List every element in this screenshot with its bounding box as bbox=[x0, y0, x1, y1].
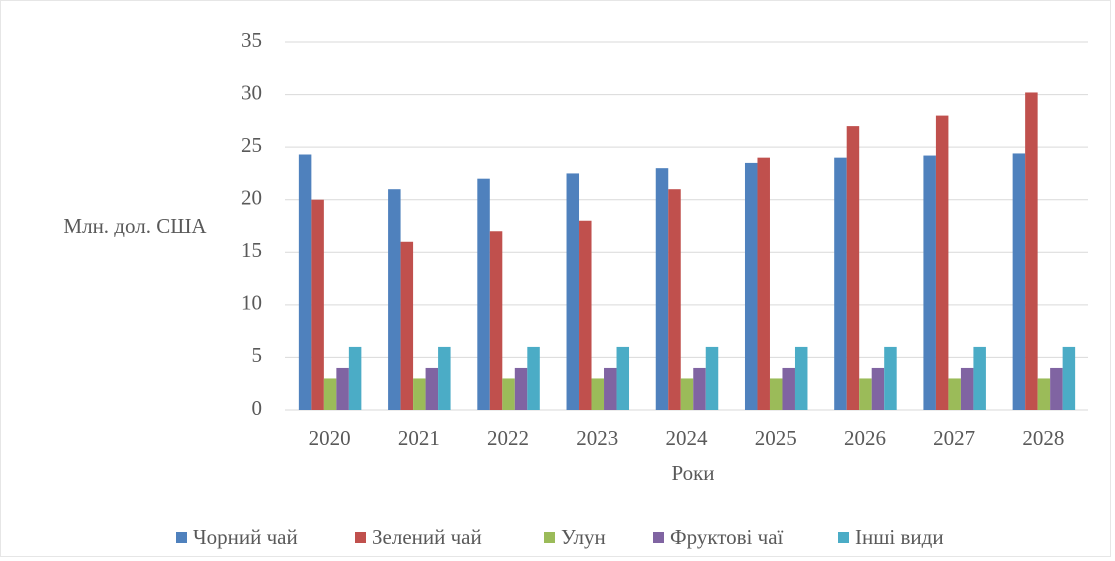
bar bbox=[960, 367, 974, 410]
bar bbox=[323, 378, 337, 410]
legend-label: Фруктові чаї bbox=[670, 525, 784, 549]
bar bbox=[348, 346, 362, 410]
legend-label: Улун bbox=[561, 525, 606, 549]
y-tick-label: 5 bbox=[252, 343, 263, 367]
bar bbox=[477, 178, 490, 410]
bar bbox=[834, 157, 847, 410]
legend-swatch bbox=[176, 532, 187, 543]
x-tick-label: 2024 bbox=[666, 426, 709, 450]
bar bbox=[693, 367, 706, 410]
bar bbox=[438, 346, 451, 410]
bar bbox=[744, 162, 758, 410]
x-tick-label: 2027 bbox=[933, 426, 975, 450]
bar bbox=[655, 168, 669, 410]
x-axis-label: Роки bbox=[671, 461, 714, 485]
x-tick-label: 2020 bbox=[309, 426, 351, 450]
bar bbox=[935, 115, 949, 410]
bar bbox=[616, 346, 630, 410]
bar bbox=[425, 367, 439, 410]
y-tick-label: 15 bbox=[241, 238, 262, 262]
bar bbox=[923, 155, 936, 410]
bar bbox=[782, 367, 795, 410]
bar bbox=[298, 154, 312, 410]
bar bbox=[502, 378, 515, 410]
bar bbox=[604, 367, 617, 410]
bar bbox=[769, 378, 783, 410]
bar bbox=[846, 126, 860, 410]
x-tick-label: 2023 bbox=[576, 426, 618, 450]
legend-label: Зелений чай bbox=[372, 525, 482, 549]
bar bbox=[1012, 153, 1026, 411]
y-tick-label: 20 bbox=[241, 186, 262, 210]
legend-label: Інші види bbox=[855, 525, 944, 549]
x-tick-label: 2028 bbox=[1022, 426, 1064, 450]
y-tick-label: 25 bbox=[241, 133, 262, 157]
legend-label: Чорний чай bbox=[193, 525, 298, 549]
bar bbox=[1025, 92, 1038, 411]
legend-swatch bbox=[838, 532, 849, 543]
legend-swatch bbox=[355, 532, 366, 543]
bar bbox=[413, 378, 426, 410]
bar bbox=[1050, 367, 1063, 410]
bar bbox=[527, 346, 540, 410]
y-axis-label: Млн. дол. США bbox=[63, 214, 207, 238]
bar bbox=[311, 199, 324, 410]
bar bbox=[794, 346, 808, 410]
bar bbox=[973, 346, 986, 410]
y-tick-label: 35 bbox=[241, 28, 262, 52]
bar bbox=[757, 157, 770, 410]
y-tick-label: 10 bbox=[241, 291, 262, 315]
bar bbox=[489, 231, 503, 410]
bar bbox=[668, 189, 681, 410]
bar bbox=[871, 367, 885, 410]
bar bbox=[336, 367, 349, 410]
bar bbox=[680, 378, 694, 410]
bar bbox=[884, 346, 897, 410]
bar bbox=[859, 378, 872, 410]
legend-swatch bbox=[653, 532, 664, 543]
bar bbox=[1037, 378, 1051, 410]
bar bbox=[388, 189, 401, 410]
bar bbox=[705, 346, 719, 410]
legend-swatch bbox=[544, 532, 555, 543]
x-tick-label: 2026 bbox=[844, 426, 886, 450]
bar bbox=[566, 173, 580, 410]
bar bbox=[400, 241, 414, 410]
x-tick-label: 2021 bbox=[398, 426, 440, 450]
y-tick-label: 30 bbox=[241, 80, 262, 104]
x-tick-label: 2025 bbox=[755, 426, 797, 450]
bar bbox=[514, 367, 528, 410]
bar bbox=[948, 378, 961, 410]
x-tick-label: 2022 bbox=[487, 426, 529, 450]
y-tick-label: 0 bbox=[252, 396, 263, 420]
bar bbox=[591, 378, 605, 410]
bar bbox=[1062, 346, 1076, 410]
bar bbox=[579, 220, 592, 410]
